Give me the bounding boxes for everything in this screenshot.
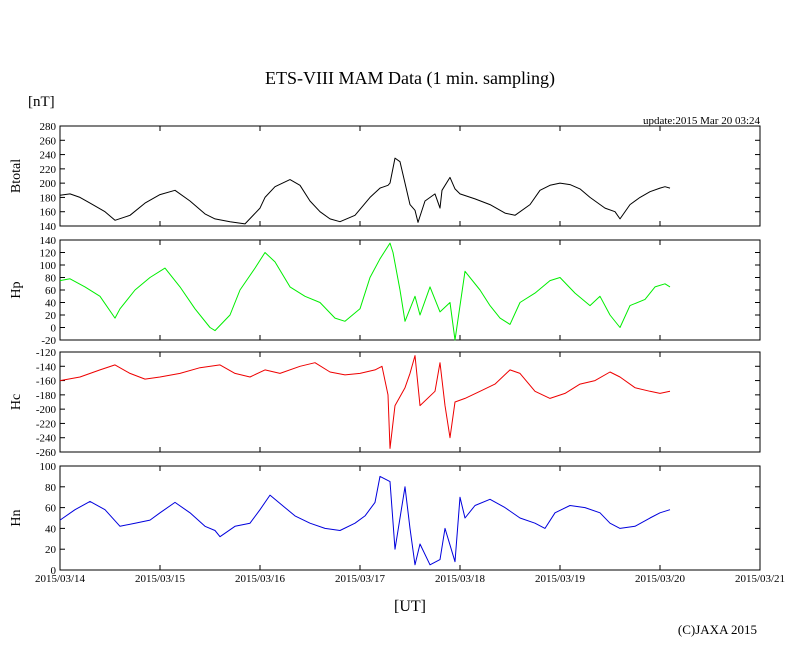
y-tick-label: 160 [40,207,57,219]
x-tick-label: 2015/03/17 [335,573,386,585]
x-tick-label: 2015/03/20 [635,573,686,585]
unit-label: [nT] [28,94,55,110]
y-tick-label: 180 [40,192,57,204]
y-tick-label: 140 [40,221,57,233]
y-tick-label: 20 [45,544,57,556]
series-line-hn [59,475,671,566]
panel-frame [59,351,761,453]
y-tick-label: 240 [40,150,57,162]
y-tick-label: -20 [41,335,56,347]
x-tick-label: 2015/03/14 [35,573,86,585]
y-tick-label: -140 [36,361,57,373]
panel-hn: 100 80 60 40 20 0 Hn [9,461,761,577]
y-tick-label: -240 [36,433,57,445]
y-tick-label: 0 [51,323,57,335]
y-tick-label: 0 [51,565,57,577]
panel-hc: -120 -140 -160 -180 -200 -220 -240 -260 Hc [9,347,761,459]
y-tick-label: 80 [45,482,57,494]
y-tick-label: 20 [45,310,57,322]
y-tick-label: 220 [40,164,57,176]
y-tick-label: 100 [40,461,57,473]
y-tick-label: 80 [45,273,57,285]
x-tick-label: 2015/03/21 [735,573,785,585]
y-tick-label: 120 [40,248,57,260]
y-tick-label: -260 [36,447,57,459]
copyright-label: (C)JAXA 2015 [678,622,757,637]
panel-label-hc: Hc [9,394,24,410]
x-axis-label: [UT] [394,598,426,615]
y-tick-label: 60 [45,503,57,515]
x-tick-label: 2015/03/15 [135,573,186,585]
y-tick-label: -180 [36,390,57,402]
y-tick-label: 60 [45,285,57,297]
panel-frame [59,465,761,571]
y-tick-label: 200 [40,178,57,190]
series-line-hp [59,242,671,341]
panel-frame [59,239,761,341]
y-tick-label: 260 [40,135,57,147]
x-tick-label: 2015/03/18 [435,573,486,585]
panel-label-btotal: Btotal [9,159,24,193]
x-tick-label: 2015/03/16 [235,573,286,585]
panel-btotal: 280 260 240 220 200 180 160 140 Btotal [9,121,761,233]
y-tick-label: -120 [36,347,57,359]
y-tick-label: -160 [36,376,57,388]
y-tick-label: 40 [45,523,57,535]
series-line-hc [59,355,671,449]
panel-label-hn: Hn [9,509,24,526]
x-axis: 2015/03/14 2015/03/15 2015/03/16 2015/03/17… [35,573,785,585]
y-tick-label: -220 [36,418,57,430]
y-tick-label: 40 [45,298,57,310]
y-tick-label: 140 [40,235,57,247]
update-label: update:2015 Mar 20 03:24 [643,115,761,127]
y-tick-label: 100 [40,260,57,272]
panel-frame [59,125,761,227]
panels-group: 280260240220200180160140Btotal1401201008… [9,121,761,577]
y-tick-label: -200 [36,404,57,416]
y-tick-label: 280 [40,121,57,133]
panel-label-hp: Hp [9,281,24,298]
x-tick-label: 2015/03/19 [535,573,586,585]
series-line-btotal [59,157,671,225]
chart-title: ETS-VIII MAM Data (1 min. sampling) [265,68,555,89]
